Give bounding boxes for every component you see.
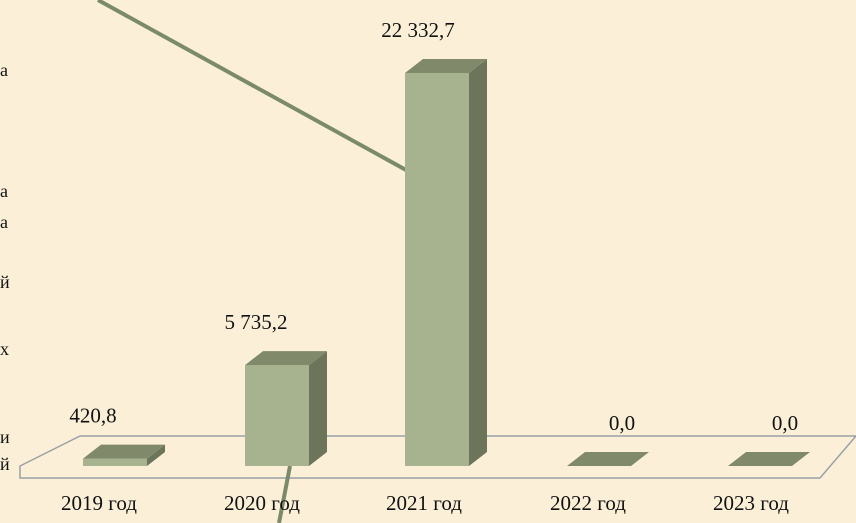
bar-4 — [728, 452, 810, 466]
bar-top — [728, 452, 810, 466]
x-axis-labels-group: 2019 год 2020 год 2021 год 2022 год 2023 год — [61, 491, 789, 515]
bar-side — [469, 59, 487, 466]
bar-top — [83, 444, 165, 459]
chart-floor — [19, 435, 856, 479]
floor-plane — [19, 435, 856, 479]
x-tick-label: 2022 год — [550, 491, 626, 515]
bar-3 — [567, 452, 649, 466]
cropped-text-fragment: а — [0, 181, 8, 201]
bar-side — [309, 351, 327, 466]
cropped-text-fragment: а — [0, 60, 8, 80]
bar-top — [405, 59, 487, 73]
cropped-text-fragment: й — [0, 454, 10, 474]
bar-value-label: 420,8 — [69, 404, 116, 428]
bar-value-label: 0,0 — [772, 411, 798, 435]
cropped-text-fragment: х — [0, 339, 9, 359]
x-tick-label: 2019 год — [61, 491, 137, 515]
bar-2 — [405, 59, 487, 466]
bar-value-label: 0,0 — [609, 411, 635, 435]
callout-lines — [97, 0, 407, 523]
bar-0 — [83, 444, 165, 466]
value-labels-group: 420,8 5 735,2 22 332,7 0,0 0,0 — [69, 18, 798, 435]
bar-value-label: 5 735,2 — [225, 310, 288, 334]
cropped-text-fragment: и — [0, 427, 10, 447]
bar-top — [245, 351, 327, 366]
bar-front — [83, 458, 147, 466]
bar-value-label: 22 332,7 — [381, 18, 455, 42]
callout-line-bottom — [277, 465, 292, 523]
cropped-text-fragment: а — [0, 212, 8, 232]
bar-front — [405, 73, 469, 466]
cropped-text-fragment: й — [0, 272, 10, 292]
x-tick-label: 2021 год — [386, 491, 462, 515]
x-tick-label: 2023 год — [713, 491, 789, 515]
callout-line-top — [97, 0, 407, 172]
bar-side — [147, 444, 165, 466]
bar-1 — [245, 351, 327, 466]
bar-front — [245, 365, 309, 466]
bar-top — [567, 452, 649, 466]
bars-group — [83, 59, 810, 466]
x-tick-label: 2020 год — [224, 491, 300, 515]
